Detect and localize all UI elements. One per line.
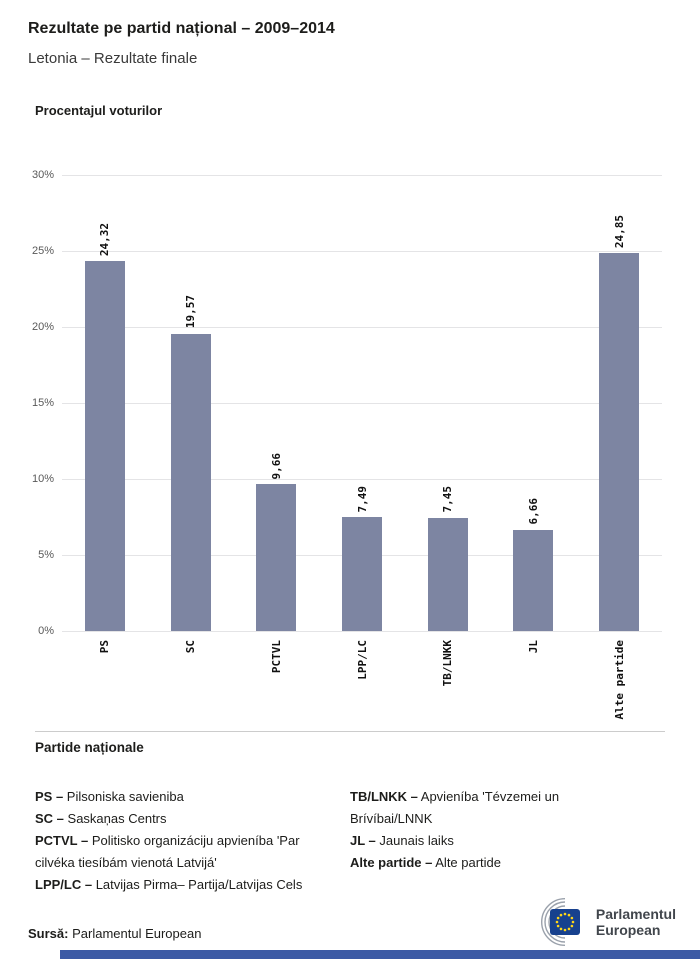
- ep-hemicycle-logo-icon: [540, 898, 580, 946]
- y-tick-label: 0%: [38, 625, 54, 637]
- legend-item: Alte partide – Alte partide: [350, 855, 502, 870]
- x-tick-label: LPP/LC: [355, 640, 369, 680]
- x-axis-labels: PS SC PCTVL LPP/LC TB/LNKK JL Alte partide: [62, 632, 662, 750]
- grid-line: [62, 631, 662, 632]
- bottom-accent-bar: [60, 950, 700, 959]
- legend-column-right: TB/LNKK – Apvieníba 'Tévzemei un Brívíba…: [350, 786, 665, 896]
- legend-item: LPP/LC – Latvijas Pirma– Partija/Latvija…: [35, 877, 303, 892]
- grid-line: [62, 403, 662, 404]
- chart-bars: 24,32 19,57 9,66 7,49 7,45 6,66 24,85: [62, 175, 662, 631]
- legend-title: Partide naționale: [35, 740, 144, 755]
- bar-column: 7,49: [319, 175, 405, 631]
- source-text: Parlamentul European: [72, 926, 202, 941]
- x-tick-cell: JL: [491, 632, 577, 750]
- bar: [513, 529, 554, 631]
- x-tick-label: PCTVL: [269, 640, 283, 674]
- bar-chart-plot: 30% 25% 20% 15% 10% 5% 0% 24,32 19,57 9,66 7,49 7,…: [32, 169, 662, 637]
- logo-line1: Parlamentul: [595, 906, 676, 922]
- bar-value-label: 7,49: [355, 485, 369, 513]
- x-tick-label: SC: [184, 640, 198, 654]
- x-tick-cell: PCTVL: [233, 632, 319, 750]
- legend-item: PS – Pilsoniska savieniba: [35, 789, 184, 804]
- bar-value-label: 24,85: [612, 215, 626, 249]
- logo-line2: European: [595, 922, 661, 938]
- y-tick-label: 5%: [38, 549, 54, 561]
- x-tick-cell: LPP/LC: [319, 632, 405, 750]
- legend-item: PCTVL – Politisko organizáciju apvieníba…: [35, 833, 300, 870]
- legend-column-left: PS – Pilsoniska savieniba SC – Saskaņas C…: [35, 786, 350, 896]
- bar-value-label: 7,45: [441, 486, 455, 513]
- x-tick-label: PS: [98, 640, 112, 654]
- bar-column: 6,66: [491, 175, 577, 631]
- y-tick-label: 20%: [31, 321, 54, 333]
- bar: [170, 333, 211, 631]
- bar: [256, 484, 297, 631]
- y-tick-label: 30%: [31, 169, 54, 181]
- bar-value-label: 9,66: [269, 452, 283, 480]
- legend-item: SC – Saskaņas Centrs: [35, 811, 167, 826]
- page-subtitle: Letonia – Rezultate finale: [28, 50, 198, 67]
- european-parliament-logo: Parlamentul European: [512, 898, 676, 946]
- bar-value-label: 6,66: [526, 498, 540, 525]
- bar-column: 9,66: [233, 175, 319, 631]
- y-tick-label: 10%: [31, 473, 54, 485]
- grid-line: [62, 251, 662, 252]
- x-tick-label: Alte partide: [612, 640, 626, 720]
- y-tick-label: 15%: [31, 397, 54, 409]
- source-line: Sursă: Parlamentul European: [28, 926, 201, 941]
- x-tick-label: JL: [526, 640, 540, 654]
- x-tick-cell: PS: [62, 632, 148, 750]
- grid-line: [62, 175, 662, 176]
- x-tick-cell: Alte partide: [576, 632, 662, 750]
- bar-column: 24,85: [576, 175, 662, 631]
- x-tick-cell: TB/LNKK: [405, 632, 491, 750]
- page-title: Rezultate pe partid național – 2009–2014: [28, 20, 335, 37]
- x-tick-label: TB/LNKK: [441, 640, 455, 687]
- grid-line: [62, 479, 662, 480]
- bar: [342, 517, 383, 631]
- chart-title: Procentajul voturilor: [35, 103, 163, 118]
- legend: PS – Pilsoniska savieniba SC – Saskaņas C…: [35, 786, 665, 896]
- logo-wordmark: Parlamentul European: [596, 906, 676, 938]
- bar-column: 24,32: [62, 175, 148, 631]
- bar: [427, 517, 468, 631]
- source-label: Sursă:: [28, 926, 69, 941]
- legend-item: JL – Jaunais laiks: [350, 833, 454, 848]
- y-tick-label: 25%: [31, 245, 54, 257]
- legend-item: TB/LNKK – Apvieníba 'Tévzemei un Brívíba…: [350, 789, 560, 826]
- bar: [84, 261, 125, 631]
- x-tick-cell: SC: [148, 632, 234, 750]
- bar-column: 19,57: [148, 175, 234, 631]
- bar: [599, 253, 640, 631]
- bar-column: 7,45: [405, 175, 491, 631]
- grid-line: [62, 327, 662, 328]
- bar-value-label: 19,57: [184, 295, 198, 329]
- legend-divider: [35, 731, 665, 732]
- bar-value-label: 24,32: [98, 223, 112, 257]
